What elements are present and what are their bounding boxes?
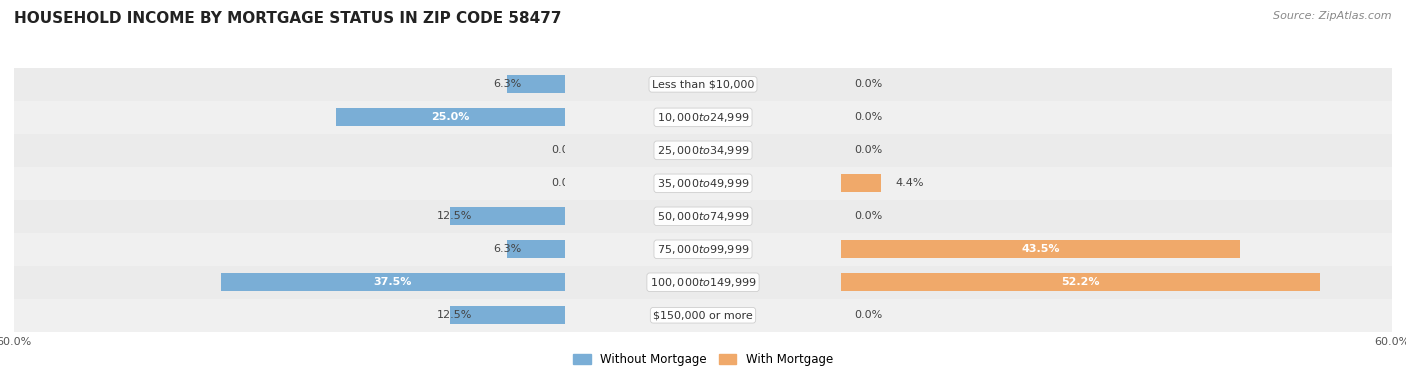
Text: 0.0%: 0.0% xyxy=(855,211,883,221)
Bar xyxy=(841,68,1392,101)
Bar xyxy=(14,233,565,266)
Bar xyxy=(14,200,565,233)
Bar xyxy=(565,233,841,266)
Bar xyxy=(841,266,1392,299)
Bar xyxy=(841,273,1320,291)
Text: $75,000 to $99,999: $75,000 to $99,999 xyxy=(657,243,749,256)
Text: 12.5%: 12.5% xyxy=(437,211,472,221)
Text: $100,000 to $149,999: $100,000 to $149,999 xyxy=(650,276,756,289)
Bar xyxy=(841,200,1392,233)
Bar xyxy=(508,240,565,258)
Bar xyxy=(565,134,841,167)
Bar xyxy=(565,68,841,101)
Bar xyxy=(841,174,882,192)
Bar xyxy=(221,273,565,291)
Text: 43.5%: 43.5% xyxy=(1021,244,1060,254)
Bar xyxy=(565,101,841,134)
Bar xyxy=(14,68,565,101)
Bar xyxy=(14,167,565,200)
Bar xyxy=(14,299,565,332)
Text: 0.0%: 0.0% xyxy=(855,145,883,155)
Legend: Without Mortgage, With Mortgage: Without Mortgage, With Mortgage xyxy=(568,349,838,371)
Bar xyxy=(450,306,565,324)
Bar xyxy=(841,240,1240,258)
Bar xyxy=(841,101,1392,134)
Bar xyxy=(14,101,565,134)
Bar xyxy=(841,134,1392,167)
Text: 25.0%: 25.0% xyxy=(432,112,470,123)
Bar xyxy=(841,299,1392,332)
Bar xyxy=(565,266,841,299)
Text: 4.4%: 4.4% xyxy=(896,178,924,188)
Text: HOUSEHOLD INCOME BY MORTGAGE STATUS IN ZIP CODE 58477: HOUSEHOLD INCOME BY MORTGAGE STATUS IN Z… xyxy=(14,11,561,26)
Bar xyxy=(841,167,1392,200)
Bar xyxy=(450,207,565,225)
Bar xyxy=(565,200,841,233)
Text: Less than $10,000: Less than $10,000 xyxy=(652,79,754,89)
Bar xyxy=(508,75,565,93)
Bar xyxy=(336,108,565,126)
Bar xyxy=(841,233,1392,266)
Bar xyxy=(565,299,841,332)
Bar xyxy=(14,134,565,167)
Text: 6.3%: 6.3% xyxy=(494,79,522,89)
Text: 0.0%: 0.0% xyxy=(551,145,579,155)
Text: 12.5%: 12.5% xyxy=(437,310,472,320)
Text: 6.3%: 6.3% xyxy=(494,244,522,254)
Text: 0.0%: 0.0% xyxy=(855,310,883,320)
Text: $35,000 to $49,999: $35,000 to $49,999 xyxy=(657,177,749,190)
Text: Source: ZipAtlas.com: Source: ZipAtlas.com xyxy=(1274,11,1392,21)
Bar xyxy=(565,167,841,200)
Text: $10,000 to $24,999: $10,000 to $24,999 xyxy=(657,111,749,124)
Text: $50,000 to $74,999: $50,000 to $74,999 xyxy=(657,210,749,223)
Text: $150,000 or more: $150,000 or more xyxy=(654,310,752,320)
Text: $25,000 to $34,999: $25,000 to $34,999 xyxy=(657,144,749,157)
Text: 37.5%: 37.5% xyxy=(374,277,412,287)
Text: 0.0%: 0.0% xyxy=(855,79,883,89)
Text: 0.0%: 0.0% xyxy=(855,112,883,123)
Text: 0.0%: 0.0% xyxy=(551,178,579,188)
Text: 52.2%: 52.2% xyxy=(1062,277,1099,287)
Bar xyxy=(14,266,565,299)
